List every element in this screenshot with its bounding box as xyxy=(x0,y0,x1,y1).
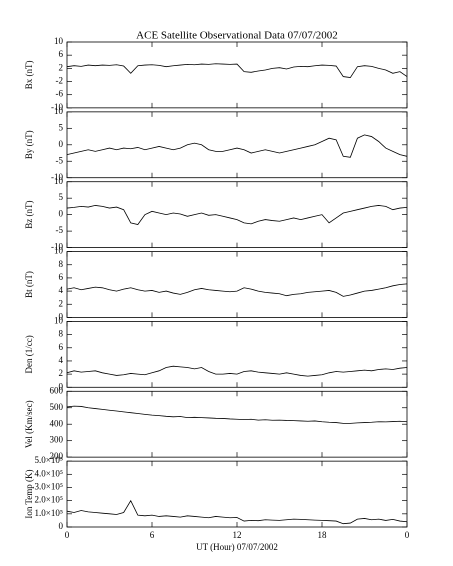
y-tick-label: -5 xyxy=(56,155,64,165)
y-axis-label: Vel (Km/sec) xyxy=(24,400,34,448)
y-tick-label: 300 xyxy=(50,435,64,445)
y-axis-label: Bx (nT) xyxy=(24,61,34,90)
y-tick-label: 6 xyxy=(59,49,64,59)
y-tick-label: 6 xyxy=(59,342,64,352)
y-tick-label: -5 xyxy=(56,225,64,235)
y-tick-label: 10 xyxy=(54,176,64,186)
y-tick-label: 2 xyxy=(59,298,64,308)
y-tick-label: 2.0×10⁵ xyxy=(35,495,63,505)
data-line xyxy=(66,283,408,297)
chart-title: ACE Satellite Observational Data 07/07/2… xyxy=(136,30,338,42)
y-tick-label: 1.0×10⁵ xyxy=(35,508,63,518)
y-tick-label: -10 xyxy=(51,242,63,252)
y-tick-label: 4.0×10⁵ xyxy=(35,468,63,478)
y-tick-label: 2 xyxy=(59,368,64,378)
y-axis-label: Bt (nT) xyxy=(24,271,34,298)
x-axis-label: UT (Hour) 07/07/2002 xyxy=(196,542,278,552)
data-line xyxy=(66,365,408,377)
y-tick-label: 8 xyxy=(59,329,64,339)
data-line xyxy=(66,63,408,78)
y-axis-label: Bz (nT) xyxy=(24,201,34,229)
y-tick-label: 10 xyxy=(54,246,64,256)
y-tick-label: 5 xyxy=(59,122,64,132)
plot-frame xyxy=(66,181,408,248)
plot-frame xyxy=(66,111,408,179)
plot-frame xyxy=(66,41,408,109)
y-tick-label: 10 xyxy=(54,36,64,46)
y-tick-label: 10 xyxy=(54,315,64,325)
y-tick-label: 4 xyxy=(59,285,64,295)
data-line xyxy=(66,205,408,225)
y-tick-label: 0 xyxy=(59,139,64,149)
y-tick-label: 0 xyxy=(59,381,64,391)
y-tick-label: -10 xyxy=(51,102,63,112)
plot-frame xyxy=(66,390,408,458)
y-tick-label: 4 xyxy=(59,355,64,365)
data-line xyxy=(66,499,408,525)
y-axis-label: By (nT) xyxy=(24,130,34,159)
y-tick-label: -6 xyxy=(56,89,64,99)
data-line xyxy=(66,405,408,424)
y-tick-label: 600 xyxy=(50,385,64,395)
y-tick-label: 6 xyxy=(59,272,64,282)
y-tick-label: 10 xyxy=(54,106,64,116)
y-tick-label: 0 xyxy=(59,311,64,321)
y-tick-label: -10 xyxy=(51,172,63,182)
y-tick-label: 5 xyxy=(59,192,64,202)
y-tick-label: 8 xyxy=(59,259,64,269)
y-tick-label: 3.0×10⁵ xyxy=(35,482,63,492)
y-tick-label: 0 xyxy=(59,209,64,219)
y-tick-label: 0 xyxy=(59,521,64,531)
x-tick-label: 6 xyxy=(150,530,155,540)
plot-frame xyxy=(66,321,408,388)
y-tick-label: 400 xyxy=(50,418,64,428)
y-tick-label: 500 xyxy=(50,402,64,412)
y-tick-label: 200 xyxy=(50,451,64,461)
y-tick-label: 5.0×10⁵ xyxy=(35,455,63,465)
x-tick-label: 0 xyxy=(405,530,410,540)
x-tick-label: 12 xyxy=(233,530,242,540)
x-tick-label: 0 xyxy=(65,530,70,540)
data-line xyxy=(66,134,408,158)
y-axis-label: Ion Temp (K) xyxy=(24,469,34,518)
y-axis-label: Den (1/cc) xyxy=(24,335,34,373)
y-tick-label: -2 xyxy=(56,76,64,86)
x-tick-label: 18 xyxy=(318,530,328,540)
y-tick-label: 2 xyxy=(59,62,64,72)
plot-frame xyxy=(66,251,408,318)
